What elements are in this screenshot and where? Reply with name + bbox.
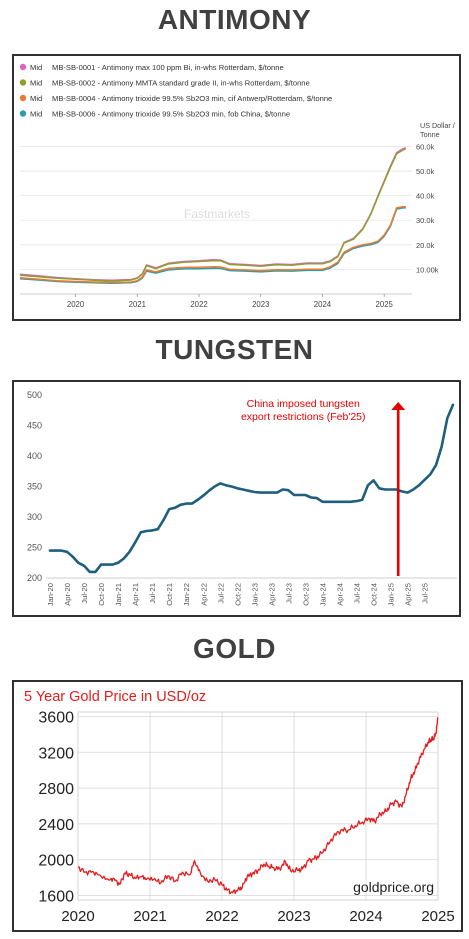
x-tick-label: 2025 bbox=[421, 908, 454, 925]
annotation-text: China imposed tungsten bbox=[247, 398, 360, 410]
gold-chart-panel: 5 Year Gold Price in USD/oz 1600 2000 2400 2… bbox=[12, 680, 463, 932]
annotation-arrowhead bbox=[391, 402, 406, 410]
x-tick-label: Jan-25 bbox=[387, 583, 396, 606]
x-tick-label: 2020 bbox=[67, 300, 85, 309]
x-tick-label: Jul-22 bbox=[216, 583, 225, 604]
x-tick-label: Oct-24 bbox=[370, 583, 379, 606]
legend-entry: MB-SB-0001 - Antimony max 100 ppm Bi, in… bbox=[52, 63, 284, 72]
gold-heading: GOLD bbox=[193, 633, 276, 664]
x-tick-label: Jan-21 bbox=[114, 583, 123, 606]
legend-marker bbox=[19, 79, 27, 86]
legend-tag: Mid bbox=[30, 110, 42, 119]
x-tick-label: Oct-20 bbox=[97, 583, 106, 606]
x-tick-label: 2020 bbox=[61, 908, 94, 925]
y-tick-label: 30.0k bbox=[416, 216, 435, 225]
x-tick-label: Apr-24 bbox=[336, 583, 345, 606]
y-tick-label: 2800 bbox=[38, 781, 74, 798]
legend-marker bbox=[19, 63, 27, 71]
gold-price-line bbox=[77, 717, 439, 895]
legend-entry: MB-SB-0002 - Antimony MMTA standard grad… bbox=[52, 79, 310, 88]
x-tick-label: Jan-22 bbox=[182, 583, 191, 606]
y-tick-label: 200 bbox=[27, 573, 42, 583]
x-tick-label: Jul-23 bbox=[284, 583, 293, 604]
x-tick-label: Jan-20 bbox=[46, 583, 55, 606]
x-tick-label: Apr-23 bbox=[267, 583, 276, 606]
x-tick-label: Jul-21 bbox=[148, 583, 157, 604]
gold-chart: 5 Year Gold Price in USD/oz 1600 2000 2400 2… bbox=[24, 689, 455, 925]
x-tick-label: 2023 bbox=[277, 908, 310, 925]
antimony-chart: Mid MB-SB-0001 - Antimony max 100 ppm Bi,… bbox=[19, 63, 455, 309]
chart-title: 5 Year Gold Price in USD/oz bbox=[24, 689, 206, 705]
y-tick-label: 300 bbox=[27, 512, 42, 522]
x-tick-label: Jul-20 bbox=[80, 583, 89, 604]
y-unit-label: US Dollar / bbox=[420, 121, 455, 130]
legend-tag: Mid bbox=[30, 63, 42, 72]
x-tick-label: Apr-22 bbox=[199, 583, 208, 606]
legend-marker bbox=[19, 94, 27, 102]
legend-entry: MB-SB-0006 - Antimony trioxide 99.5% Sb2… bbox=[52, 110, 290, 119]
x-tick-label: 2024 bbox=[314, 300, 332, 309]
x-tick-label: Jan-24 bbox=[319, 583, 328, 606]
y-tick-label: 3600 bbox=[38, 709, 74, 726]
series-line-mb-sb-0002 bbox=[19, 148, 407, 282]
x-tick-label: Jul-24 bbox=[353, 583, 362, 604]
x-tick-label: 2022 bbox=[190, 300, 207, 309]
tungsten-chart: 200 250 300 350 400 450 500 Jan-20 Apr-20 Jul-20 O… bbox=[27, 390, 457, 606]
series-line-mb-sb-0004 bbox=[19, 205, 406, 284]
y-tick-label: 20.0k bbox=[416, 241, 435, 250]
y-tick-label: 400 bbox=[27, 451, 42, 461]
tungsten-chart-panel: 200 250 300 350 400 450 500 Jan-20 Apr-20 Jul-20 O… bbox=[12, 380, 461, 617]
y-tick-label: 250 bbox=[27, 543, 42, 553]
legend-tag: Mid bbox=[30, 79, 42, 88]
x-tick-label: Jul-25 bbox=[421, 583, 430, 604]
antimony-heading: ANTIMONY bbox=[157, 4, 312, 35]
x-tick-label: 2021 bbox=[129, 300, 146, 309]
antimony-chart-panel: Mid MB-SB-0001 - Antimony max 100 ppm Bi,… bbox=[12, 54, 461, 321]
legend-tag: Mid bbox=[30, 94, 42, 103]
plot-area bbox=[77, 711, 439, 901]
y-tick-label: 60.0k bbox=[416, 142, 435, 151]
x-tick-label: Apr-20 bbox=[63, 583, 72, 606]
y-tick-label: 1600 bbox=[38, 889, 74, 906]
y-tick-label: 10.00k bbox=[416, 265, 439, 274]
legend-marker bbox=[19, 110, 27, 117]
x-tick-label: 2022 bbox=[205, 908, 238, 925]
x-tick-label: 2024 bbox=[349, 908, 382, 925]
x-tick-label: 2025 bbox=[376, 300, 394, 309]
y-tick-label: 500 bbox=[27, 390, 42, 400]
y-tick-label: 2400 bbox=[38, 817, 74, 834]
annotation-text: export restrictions (Feb'25) bbox=[241, 411, 366, 423]
legend-entry: MB-SB-0004 - Antimony trioxide 99.5% Sb2… bbox=[52, 94, 332, 103]
tungsten-heading: TUNGSTEN bbox=[155, 334, 314, 365]
y-unit-label: Tonne bbox=[420, 130, 440, 139]
y-tick-label: 50.0k bbox=[416, 167, 435, 176]
y-tick-label: 2000 bbox=[38, 853, 74, 870]
y-tick-label: 40.0k bbox=[416, 192, 435, 201]
watermark: Fastmarkets bbox=[184, 207, 250, 221]
watermark: goldprice.org bbox=[353, 879, 434, 895]
y-tick-label: 3200 bbox=[38, 745, 74, 762]
x-tick-label: 2023 bbox=[252, 300, 269, 309]
tungsten-price-line bbox=[48, 403, 455, 574]
y-tick-label: 350 bbox=[27, 482, 42, 492]
y-tick-label: 450 bbox=[27, 421, 42, 431]
x-tick-label: Oct-22 bbox=[233, 583, 242, 606]
x-tick-label: Apr-21 bbox=[131, 583, 140, 606]
x-tick-label: Oct-23 bbox=[301, 583, 310, 606]
x-tick-label: 2021 bbox=[133, 908, 166, 925]
x-tick-label: Oct-21 bbox=[165, 583, 174, 606]
x-tick-label: Jan-23 bbox=[250, 583, 259, 606]
x-tick-label: Apr-25 bbox=[404, 583, 413, 606]
